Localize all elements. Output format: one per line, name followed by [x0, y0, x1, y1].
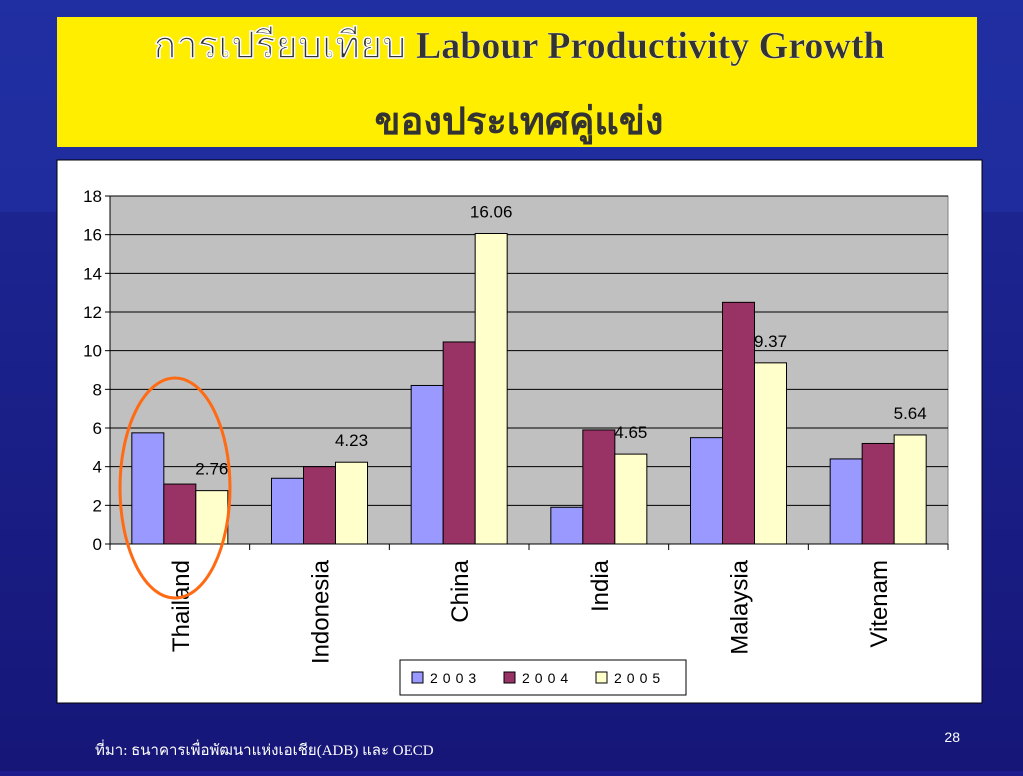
bar — [163, 483, 197, 545]
legend-box — [399, 659, 687, 696]
legend-swatch — [595, 671, 608, 684]
bar — [829, 458, 863, 545]
bar — [303, 466, 336, 545]
title: การเปรียบเทียบ Labour Productivity Growt… — [153, 25, 884, 67]
y-tick-label: 6 — [93, 419, 102, 438]
data-label: 2.76 — [195, 460, 228, 479]
data-label: 4.65 — [614, 423, 647, 442]
data-label: 9.37 — [754, 332, 787, 351]
bar — [550, 506, 584, 545]
y-tick-label: 14 — [83, 264, 102, 283]
title-box — [57, 17, 977, 147]
y-tick-label: 10 — [83, 342, 102, 361]
y-tick-label: 16 — [83, 226, 102, 245]
page-number: 28 — [944, 729, 960, 745]
x-tick-label: Indonesia — [308, 559, 335, 664]
data-label: 16.06 — [470, 203, 513, 222]
bar — [335, 461, 368, 545]
y-tick-label: 0 — [93, 535, 102, 554]
data-label: 5.64 — [894, 404, 927, 423]
bar — [690, 437, 723, 545]
bar — [474, 233, 508, 545]
x-tick-label: Thailand — [168, 560, 195, 652]
bar — [442, 341, 476, 545]
legend-swatch — [411, 671, 424, 684]
highlight-ellipse — [118, 376, 232, 600]
bar — [861, 442, 895, 545]
bar — [271, 477, 304, 545]
bar — [614, 453, 648, 545]
y-tick-label: 12 — [83, 303, 102, 322]
bar — [131, 432, 165, 545]
y-tick-label: 18 — [83, 187, 102, 206]
legend-label: 2004 — [522, 670, 573, 686]
x-tick-label: Malaysia — [727, 559, 754, 654]
legend-swatch — [503, 671, 516, 684]
chart: 0 2 4 6 8 10 12 14 16 18 Thailand 2.76 Indonesia 4.23… — [83, 187, 949, 696]
x-tick-label: China — [447, 559, 474, 622]
bar — [410, 384, 444, 545]
y-tick-label: 2 — [93, 496, 102, 515]
source-note: ที่มา: ธนาคารเพื่อพัฒนาแห่งเอเชีย(ADB) แ… — [95, 739, 434, 759]
legend-label: 2005 — [614, 670, 665, 686]
data-label: 4.23 — [335, 431, 368, 450]
title: ของประเทศคู่แข่ง — [375, 101, 664, 145]
bar — [195, 490, 229, 545]
y-tick-label: 4 — [93, 458, 102, 477]
bar — [582, 429, 616, 545]
bar — [722, 301, 755, 545]
y-tick-label: 8 — [93, 380, 102, 399]
bar — [893, 434, 927, 545]
plot-area — [109, 195, 949, 545]
x-tick-label: Vitenam — [866, 560, 893, 648]
bar — [754, 362, 787, 545]
legend-label: 2003 — [430, 670, 481, 686]
x-tick-label: India — [587, 559, 614, 612]
